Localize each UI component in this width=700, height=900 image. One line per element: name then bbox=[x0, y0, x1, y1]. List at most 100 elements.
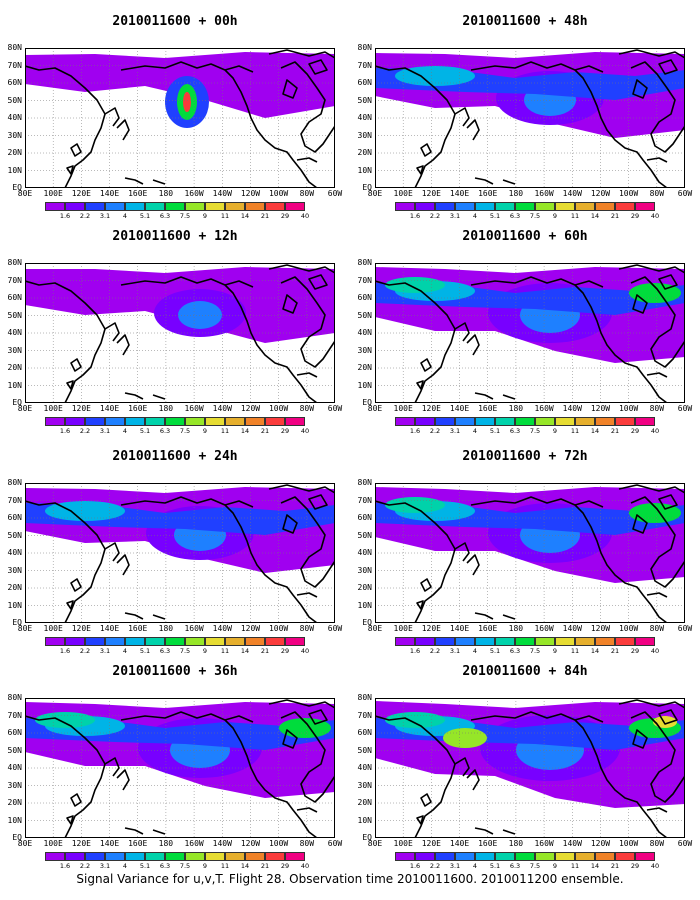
colorbar-swatch bbox=[285, 637, 305, 646]
colorbar-swatch bbox=[45, 852, 65, 861]
colorbar-label: 5.1 bbox=[139, 212, 151, 220]
colorbar-label: 9 bbox=[202, 427, 208, 435]
map-panel: 2010011600 + 12h 80N 70N 60N 50N 40N 30N 20N 10N… bbox=[5, 220, 345, 435]
colorbar-label: 40 bbox=[650, 427, 660, 435]
latitude-tick-label: EQ bbox=[362, 618, 372, 627]
colorbar-label: 2.2 bbox=[429, 862, 441, 870]
colorbar-label: 11 bbox=[570, 862, 580, 870]
longitude-tick-label: 100W bbox=[618, 189, 639, 198]
longitude-tick-label: 120W bbox=[240, 404, 261, 413]
colorbar-swatch bbox=[125, 202, 145, 211]
colorbar-swatch bbox=[455, 852, 475, 861]
colorbar-label: 11 bbox=[570, 427, 580, 435]
colorbar-label: 5.1 bbox=[139, 862, 151, 870]
longitude-tick-label: 80W bbox=[299, 624, 315, 633]
colorbar-swatch bbox=[125, 637, 145, 646]
longitude-tick-label: 100E bbox=[43, 404, 63, 413]
colorbar-label: 6.3 bbox=[509, 862, 521, 870]
colorbar-label: 14 bbox=[590, 212, 600, 220]
colorbar-label: 14 bbox=[240, 647, 250, 655]
colorbar-label: 1.6 bbox=[409, 212, 421, 220]
colorbar-swatch bbox=[515, 852, 535, 861]
variance-field bbox=[375, 52, 685, 138]
longitude-tick-label: 180 bbox=[158, 189, 174, 198]
colorbar-swatch bbox=[225, 417, 245, 426]
colorbar-label: 29 bbox=[280, 647, 290, 655]
colorbar-label: 3.1 bbox=[99, 862, 111, 870]
colorbar-swatch bbox=[495, 202, 515, 211]
colorbar-swatch bbox=[125, 852, 145, 861]
variance-field bbox=[25, 52, 335, 128]
colorbar-label: 5.1 bbox=[139, 647, 151, 655]
colorbar-label: 9 bbox=[552, 427, 558, 435]
longitude-tick-label: 160W bbox=[534, 839, 554, 848]
longitude-tick-label: 120W bbox=[240, 189, 261, 198]
latitude-tick-label: 10N bbox=[7, 815, 22, 825]
colorbar-label: 21 bbox=[260, 862, 270, 870]
latitude-tick-label: 30N bbox=[7, 780, 22, 790]
longitude-tick-label: 60W bbox=[327, 189, 343, 198]
latitude-tick-label: 50N bbox=[7, 745, 22, 755]
colorbar-label: 14 bbox=[240, 212, 250, 220]
longitude-tick-label: 160E bbox=[478, 839, 498, 848]
colorbar-label: 1.6 bbox=[59, 862, 71, 870]
latitude-tick-label: 10N bbox=[357, 165, 372, 175]
longitude-tick-label: 80E bbox=[17, 189, 33, 198]
longitude-tick-label: 120W bbox=[590, 839, 611, 848]
colorbar-label: 5.1 bbox=[489, 647, 501, 655]
longitude-tick-label: 160E bbox=[478, 404, 498, 413]
latitude-tick-label: 80N bbox=[357, 478, 372, 487]
latitude-tick-label: 30N bbox=[357, 130, 372, 140]
colorbar-label: 9 bbox=[202, 862, 208, 870]
colorbar-label: 6.3 bbox=[509, 647, 521, 655]
latitude-tick-label: 70N bbox=[7, 275, 22, 285]
latitude-tick-label: 20N bbox=[357, 798, 372, 807]
colorbar bbox=[395, 417, 655, 426]
panel-title: 2010011600 + 24h bbox=[112, 449, 238, 464]
colorbar-label: 29 bbox=[630, 647, 640, 655]
colorbar-swatch bbox=[435, 852, 455, 861]
colorbar-swatch bbox=[395, 202, 415, 211]
latitude-tick-label: 80N bbox=[7, 693, 22, 702]
colorbar-swatch bbox=[635, 852, 655, 861]
colorbar-label: 9 bbox=[552, 212, 558, 220]
colorbar-swatch bbox=[245, 202, 265, 211]
longitude-tick-label: 60W bbox=[327, 624, 343, 633]
map-grid bbox=[375, 483, 685, 623]
colorbar-swatch bbox=[475, 637, 495, 646]
variance-map bbox=[25, 48, 335, 188]
colorbar-swatch bbox=[65, 202, 85, 211]
longitude-tick-label: 140W bbox=[562, 624, 582, 633]
colorbar-swatch bbox=[145, 202, 165, 211]
colorbar-swatch bbox=[455, 637, 475, 646]
colorbar-swatch bbox=[205, 852, 225, 861]
latitude-tick-label: 30N bbox=[357, 345, 372, 355]
latitude-tick-label: 80N bbox=[7, 43, 22, 52]
colorbar-swatch bbox=[245, 417, 265, 426]
colorbar bbox=[395, 637, 655, 646]
colorbar-label: 40 bbox=[650, 212, 660, 220]
colorbar-swatch bbox=[415, 417, 435, 426]
colorbar-swatch bbox=[515, 417, 535, 426]
latitude-tick-label: 60N bbox=[7, 78, 22, 87]
longitude-tick-label: 160W bbox=[534, 624, 554, 633]
latitude-tick-label: 60N bbox=[7, 513, 22, 522]
longitude-tick-label: 160E bbox=[128, 839, 148, 848]
map-panel: 2010011600 + 00h 80N 70N 60N 50N 40N 30N 20N 10N… bbox=[5, 5, 345, 220]
longitude-tick-label: 140E bbox=[449, 839, 470, 848]
latitude-tick-label: 70N bbox=[7, 710, 22, 720]
colorbar bbox=[395, 852, 655, 861]
longitude-tick-label: 160W bbox=[534, 189, 554, 198]
longitude-tick-label: 160E bbox=[478, 189, 498, 198]
variance-map bbox=[25, 483, 335, 623]
longitude-tick-label: 60W bbox=[677, 839, 693, 848]
latitude-tick-label: 80N bbox=[7, 478, 22, 487]
colorbar-swatch bbox=[415, 202, 435, 211]
colorbar-label: 29 bbox=[280, 212, 290, 220]
colorbar-label: 40 bbox=[300, 427, 310, 435]
colorbar-label: 21 bbox=[260, 212, 270, 220]
latitude-tick-label: 70N bbox=[7, 495, 22, 505]
colorbar-swatch bbox=[65, 637, 85, 646]
colorbar-label: 7.5 bbox=[179, 862, 191, 870]
longitude-tick-label: 120W bbox=[240, 624, 261, 633]
